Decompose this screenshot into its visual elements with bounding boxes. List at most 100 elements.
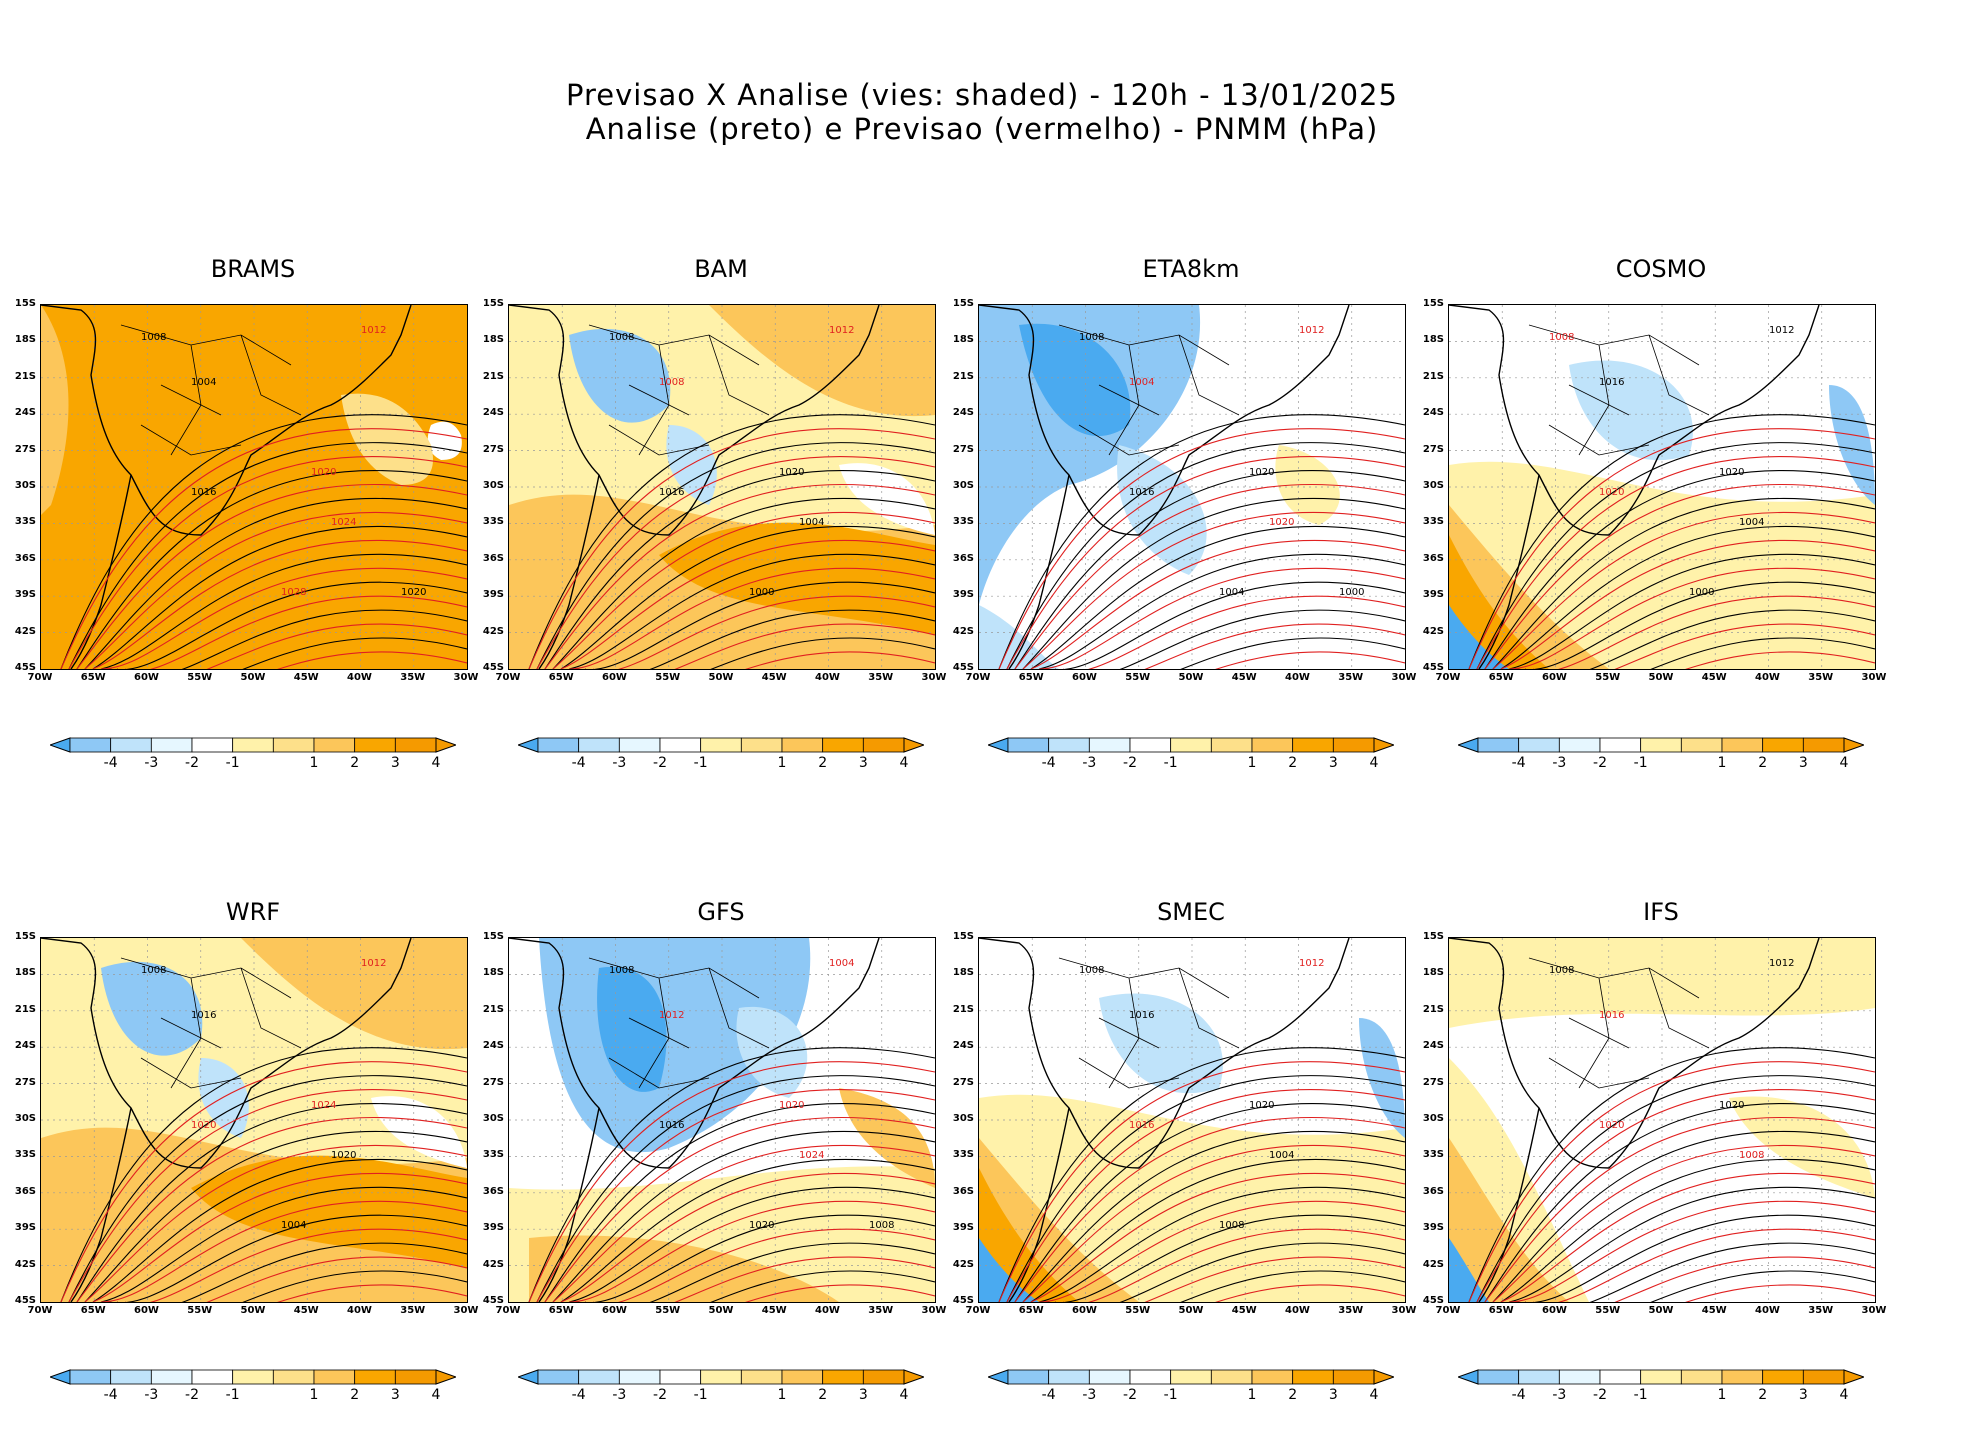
isobar-contour xyxy=(585,623,935,669)
colorbar-label: 1 xyxy=(1717,1387,1727,1403)
colorbar-segment xyxy=(191,1369,234,1385)
colorbar-label: -3 xyxy=(612,1387,627,1403)
isobar-contour xyxy=(125,1284,467,1302)
colorbar-label: 3 xyxy=(390,755,400,771)
colorbar-svg xyxy=(48,1369,458,1385)
map-plot: 1008 1012 1016 1020 1024 1020 1004 xyxy=(40,937,468,1303)
isobar-contour xyxy=(1014,470,1405,669)
contour-label: 1016 xyxy=(1129,1010,1154,1021)
colorbar-label: -4 xyxy=(1511,755,1526,771)
isobar-contour xyxy=(577,581,935,669)
colorbar-label: -1 xyxy=(225,1387,240,1403)
longitude-tick-label: 55W xyxy=(655,1305,681,1316)
latitude-tick-label: 36S xyxy=(1422,1185,1444,1197)
contour-label: 1028 xyxy=(281,587,306,598)
map-plot: 1008 1012 1004 1016 1020 1020 1004 1000 xyxy=(978,304,1406,670)
latitude-tick-label: 33S xyxy=(952,1149,974,1161)
colorbar-segment xyxy=(1477,1369,1520,1385)
colorbar-segment xyxy=(272,1369,315,1385)
contour-label: 1020 xyxy=(401,587,426,598)
isobar-contour xyxy=(1063,637,1405,669)
bias-shading xyxy=(839,463,935,535)
colorbar-segment xyxy=(1802,1369,1845,1385)
colorbar-label: -1 xyxy=(1163,1387,1178,1403)
bias-shading xyxy=(979,305,1201,605)
latitude-tick-label: 24S xyxy=(952,407,974,419)
isobar-contour xyxy=(117,1242,467,1302)
colorbar-label: 3 xyxy=(858,1387,868,1403)
latitude-tick-label: 21S xyxy=(952,1003,974,1015)
colorbar-segment xyxy=(1007,737,1050,753)
latitude-tick-label: 39S xyxy=(482,1222,504,1234)
isobar-contour xyxy=(1492,1144,1875,1302)
longitude-tick-label: 45W xyxy=(1231,672,1257,683)
isobar-contour xyxy=(1006,442,1405,669)
coastline xyxy=(70,1107,132,1302)
contour-label: 1012 xyxy=(829,325,854,336)
isobar-contour xyxy=(1533,651,1875,669)
isobar-contour xyxy=(998,1047,1405,1302)
map-plot: 1008 1012 1016 1020 1020 1004 1000 xyxy=(1448,304,1876,670)
isobar-contour xyxy=(593,651,935,669)
latitude-tick-label: 15S xyxy=(482,931,504,942)
colorbar-label: -3 xyxy=(144,755,159,771)
map-svg: 1008 1012 1004 1016 1020 1020 1004 1000 xyxy=(979,305,1405,669)
bias-shading xyxy=(1829,385,1875,505)
contour-label: 1008 xyxy=(1219,1220,1244,1231)
isobar-contour xyxy=(1038,567,1405,669)
isobar-contour xyxy=(76,1103,467,1302)
colorbar-label: 3 xyxy=(1328,1387,1338,1403)
isobar-contour xyxy=(568,1186,935,1302)
longitude-tick-label: 45W xyxy=(293,672,319,683)
longitude-tick-label: 60W xyxy=(134,672,159,683)
panel-title: BAM xyxy=(694,255,748,283)
longitude-tick-label: 35W xyxy=(868,1305,894,1316)
latitude-tick-label: 18S xyxy=(14,334,36,346)
latitude-tick-label: 18S xyxy=(1422,334,1444,346)
bias-shading xyxy=(569,328,671,423)
isobar-contour xyxy=(1022,1144,1405,1302)
colorbar-segment xyxy=(1802,737,1845,753)
isobar-contour xyxy=(577,595,935,669)
contour-label: 1016 xyxy=(1599,1010,1624,1021)
isobar-contour xyxy=(1468,1047,1875,1302)
colorbar-label: 2 xyxy=(1288,1387,1298,1403)
contour-label: 1020 xyxy=(331,1150,356,1161)
colorbar-arrow-right xyxy=(1373,1369,1396,1385)
isobar-contour xyxy=(528,428,935,669)
bias-shading xyxy=(241,938,467,1050)
isobar-contour xyxy=(68,456,467,669)
colorbar-label: -1 xyxy=(693,755,708,771)
isobar-contour xyxy=(68,442,467,669)
colorbar-segment xyxy=(272,737,315,753)
isobar-contour xyxy=(1022,498,1405,669)
colorbar-label: 1 xyxy=(777,1387,787,1403)
isobar-contour xyxy=(1500,539,1875,669)
colorbar: -4 -3 -2 -1 1 2 3 4 xyxy=(516,737,926,781)
longitude-tick-label: 30W xyxy=(1391,672,1417,683)
isobar-contour xyxy=(552,1131,935,1302)
contour-label: 1008 xyxy=(141,332,166,343)
isobar-contour xyxy=(1014,1103,1405,1302)
colorbar-segment xyxy=(537,737,580,753)
colorbar-label: 2 xyxy=(1758,755,1768,771)
bias-shading xyxy=(1729,1096,1875,1198)
longitude-tick-label: 55W xyxy=(1595,672,1621,683)
latitude-tick-label: 33S xyxy=(952,516,974,528)
isobar-contour xyxy=(1492,498,1875,669)
latitude-tick-label: 21S xyxy=(14,1003,36,1015)
colorbar-label: 4 xyxy=(899,755,909,771)
colorbar-segment xyxy=(1088,737,1131,753)
longitude-tick-label: 55W xyxy=(1595,1305,1621,1316)
colorbar-segment xyxy=(781,737,824,753)
colorbar-segment xyxy=(659,737,702,753)
colorbar-arrow-right xyxy=(1843,1369,1866,1385)
longitude-tick-label: 70W xyxy=(965,1305,991,1316)
contour-label: 1020 xyxy=(191,1120,216,1131)
isobar-contour xyxy=(125,651,467,669)
contour-label: 1004 xyxy=(281,1220,306,1231)
colorbar-segment xyxy=(862,1369,905,1385)
colorbar-segment xyxy=(1332,1369,1375,1385)
isobar-contour xyxy=(1500,1172,1875,1302)
colorbar-arrow-left xyxy=(48,1369,71,1385)
